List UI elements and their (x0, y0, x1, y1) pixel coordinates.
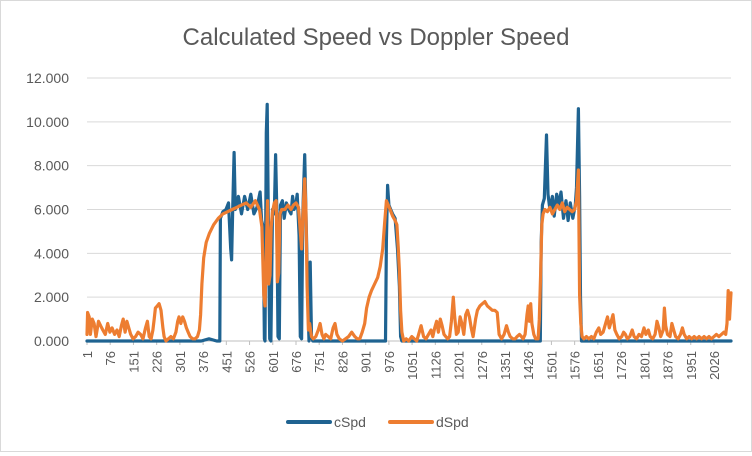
y-tick-label: 6.000 (34, 202, 69, 218)
series-lines (85, 102, 733, 343)
x-tick-label: 1 (80, 351, 95, 358)
x-tick-label: 1426 (521, 351, 536, 380)
x-tick-label: 976 (382, 351, 397, 373)
x-tick-label: 676 (289, 351, 304, 373)
y-tick-label: 2.000 (34, 289, 69, 305)
x-tick-label: 1501 (544, 351, 559, 380)
x-tick-label: 1876 (661, 351, 676, 380)
x-tick-label: 451 (219, 351, 234, 373)
legend: cSpd dSpd (286, 414, 469, 430)
y-tick-label: 8.000 (34, 158, 69, 174)
x-tick-label: 1201 (452, 351, 467, 380)
y-tick-label: 10.000 (26, 114, 69, 130)
x-tick-label: 1126 (428, 351, 443, 379)
x-tick-label: 76 (103, 351, 118, 365)
x-tick-label: 301 (173, 351, 188, 373)
y-tick-label: 0.000 (34, 333, 69, 349)
x-tick-label: 601 (266, 351, 281, 373)
chart-title: Calculated Speed vs Doppler Speed (183, 24, 570, 51)
y-tick-label: 12.000 (26, 70, 69, 86)
x-tick-label: 1651 (591, 351, 606, 380)
x-tick-label: 901 (359, 351, 374, 373)
x-tick-label: 1801 (637, 351, 652, 380)
x-tick-label: 376 (196, 351, 211, 373)
x-tick-label: 1351 (498, 351, 513, 380)
x-tick-label: 1276 (475, 351, 490, 380)
legend-label-cSpd: cSpd (334, 414, 366, 430)
y-axis-ticks: 0.000 2.000 4.000 6.000 8.000 10.000 12.000 (26, 70, 69, 349)
x-tick-label: 751 (312, 351, 327, 373)
x-axis-ticks: 1 76 151 226 301 376 451 526 601 676 751 826 901 976 1… (80, 341, 722, 380)
x-tick-label: 1576 (568, 351, 583, 380)
x-tick-label: 526 (243, 351, 258, 373)
x-tick-label: 826 (335, 351, 350, 373)
x-tick-label: 2026 (707, 351, 722, 380)
x-tick-label: 151 (126, 351, 141, 373)
x-tick-label: 1726 (614, 351, 629, 380)
x-tick-label: 1051 (405, 351, 420, 380)
x-tick-label: 1951 (684, 351, 699, 380)
legend-label-dSpd: dSpd (436, 414, 469, 430)
y-tick-label: 4.000 (34, 245, 69, 261)
x-tick-label: 226 (150, 351, 165, 373)
gridlines (87, 77, 731, 298)
series-line-dSpd (85, 168, 733, 343)
series-line-cSpd (85, 102, 733, 343)
